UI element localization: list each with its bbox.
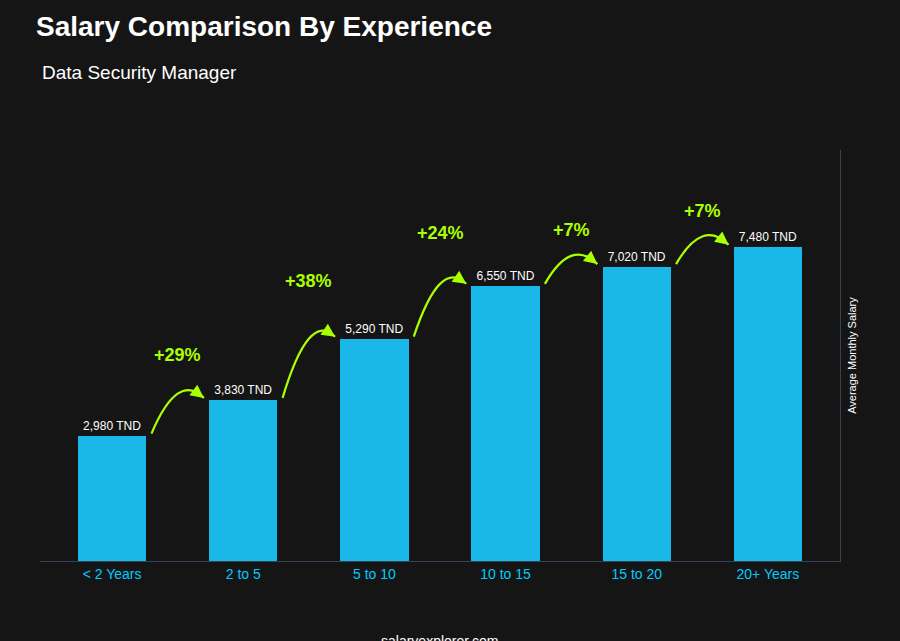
svg-text:+29%: +29% [154, 345, 201, 365]
svg-text:7,020 TND: 7,020 TND [608, 250, 666, 264]
svg-text:6,550 TND: 6,550 TND [477, 269, 535, 283]
svg-text:3,830 TND: 3,830 TND [214, 383, 272, 397]
svg-text:< 2 Years: < 2 Years [83, 566, 142, 582]
svg-text:Average Monthly Salary: Average Monthly Salary [846, 297, 858, 414]
svg-text:salaryexplorer.com: salaryexplorer.com [381, 633, 499, 641]
svg-text:2,980 TND: 2,980 TND [83, 419, 141, 433]
svg-text:+38%: +38% [285, 271, 332, 291]
svg-text:10 to 15: 10 to 15 [480, 566, 531, 582]
svg-text:2 to 5: 2 to 5 [226, 566, 261, 582]
svg-text:+24%: +24% [417, 223, 464, 243]
svg-text:15 to 20: 15 to 20 [611, 566, 662, 582]
svg-text:+7%: +7% [684, 201, 721, 221]
svg-text:5,290 TND: 5,290 TND [345, 322, 403, 336]
svg-text:7,480 TND: 7,480 TND [739, 230, 797, 244]
svg-text:20+ Years: 20+ Years [737, 566, 800, 582]
svg-text:5 to 10: 5 to 10 [353, 566, 396, 582]
svg-text:Data Security Manager: Data Security Manager [42, 62, 237, 83]
svg-text:+7%: +7% [553, 220, 590, 240]
svg-text:Salary Comparison By Experienc: Salary Comparison By Experience [36, 11, 492, 42]
